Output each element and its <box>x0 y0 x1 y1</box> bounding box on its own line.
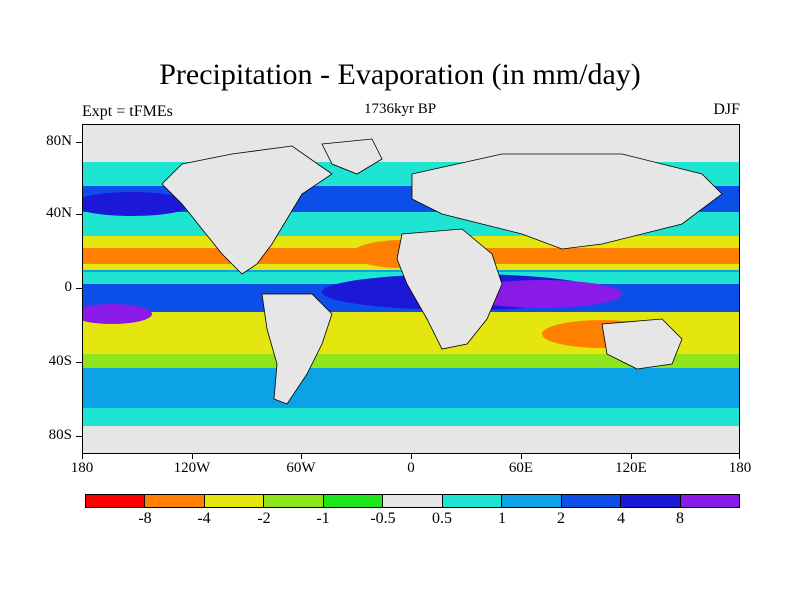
lat-tick <box>76 436 82 437</box>
africa <box>396 228 503 350</box>
colorbar-label: -8 <box>138 510 152 527</box>
colorbar-box <box>85 494 146 508</box>
lon-label-120e: 120E <box>615 460 647 476</box>
precipitation-evaporation-map <box>82 124 740 454</box>
colorbar-box <box>263 494 324 508</box>
eurasia <box>411 153 723 250</box>
lat-label-40s: 40S <box>48 353 72 369</box>
lon-label-60w: 60W <box>286 460 316 476</box>
south-transition-band <box>82 354 740 368</box>
lon-tick <box>301 454 302 459</box>
arctic-band <box>82 124 740 162</box>
lat-label-40n: 40N <box>46 205 72 221</box>
north-pacific-wet <box>82 192 192 216</box>
colorbar-label: 4 <box>617 510 625 527</box>
maritime-continent-wet <box>462 280 622 308</box>
lon-label-0: 0 <box>407 460 415 476</box>
antarctic-margin <box>82 408 740 426</box>
lat-tick <box>76 142 82 143</box>
colorbar-box <box>382 494 443 508</box>
greenland <box>321 138 383 175</box>
lat-tick <box>76 214 82 215</box>
colorbar-box <box>203 494 265 508</box>
map-panel <box>82 124 740 454</box>
lon-label-60e: 60E <box>508 460 534 476</box>
pacific-spcz <box>82 304 152 324</box>
map-frame <box>82 124 740 454</box>
lon-tick <box>192 454 193 459</box>
colorbar-label: -0.5 <box>370 510 396 527</box>
antarctica <box>82 426 740 454</box>
colorbar-label: 8 <box>676 510 684 527</box>
lat-label-80n: 80N <box>46 133 72 149</box>
lat-tick <box>76 288 82 289</box>
north-america <box>161 145 333 275</box>
season-label: DJF <box>713 101 740 118</box>
colorbar-label: 0.5 <box>432 510 452 527</box>
australia <box>601 318 683 370</box>
colorbar-label: -4 <box>197 510 211 527</box>
south-america <box>261 293 333 405</box>
colorbar-box <box>560 494 622 508</box>
chart-title: Precipitation - Evaporation (in mm/day) <box>159 58 641 91</box>
colorbar <box>85 494 740 508</box>
colorbar-box <box>501 494 562 508</box>
colorbar-box <box>441 494 503 508</box>
colorbar-box <box>620 494 681 508</box>
lon-label-180e: 180 <box>728 460 752 476</box>
south-westerlies <box>82 368 740 408</box>
lat-label-equator: 0 <box>64 279 73 295</box>
lon-tick <box>411 454 412 459</box>
colorbar-label: 1 <box>498 510 506 527</box>
colorbar-label: -2 <box>257 510 271 527</box>
colorbar-label: -1 <box>316 510 330 527</box>
lon-tick <box>631 454 632 459</box>
colorbar-box <box>679 494 740 508</box>
lon-tick <box>82 454 83 459</box>
lon-tick <box>739 454 740 459</box>
colorbar-box <box>144 494 205 508</box>
experiment-label: Expt = tFMEs <box>82 103 173 120</box>
lon-label-180w: 180 <box>70 460 94 476</box>
lat-tick <box>76 362 82 363</box>
lon-label-120w: 120W <box>173 460 211 476</box>
colorbar-box <box>322 494 384 508</box>
lat-label-80s: 80S <box>48 427 72 443</box>
lon-tick <box>521 454 522 459</box>
colorbar-label: 2 <box>557 510 565 527</box>
chart-subtitle: 1736kyr BP <box>363 101 437 117</box>
